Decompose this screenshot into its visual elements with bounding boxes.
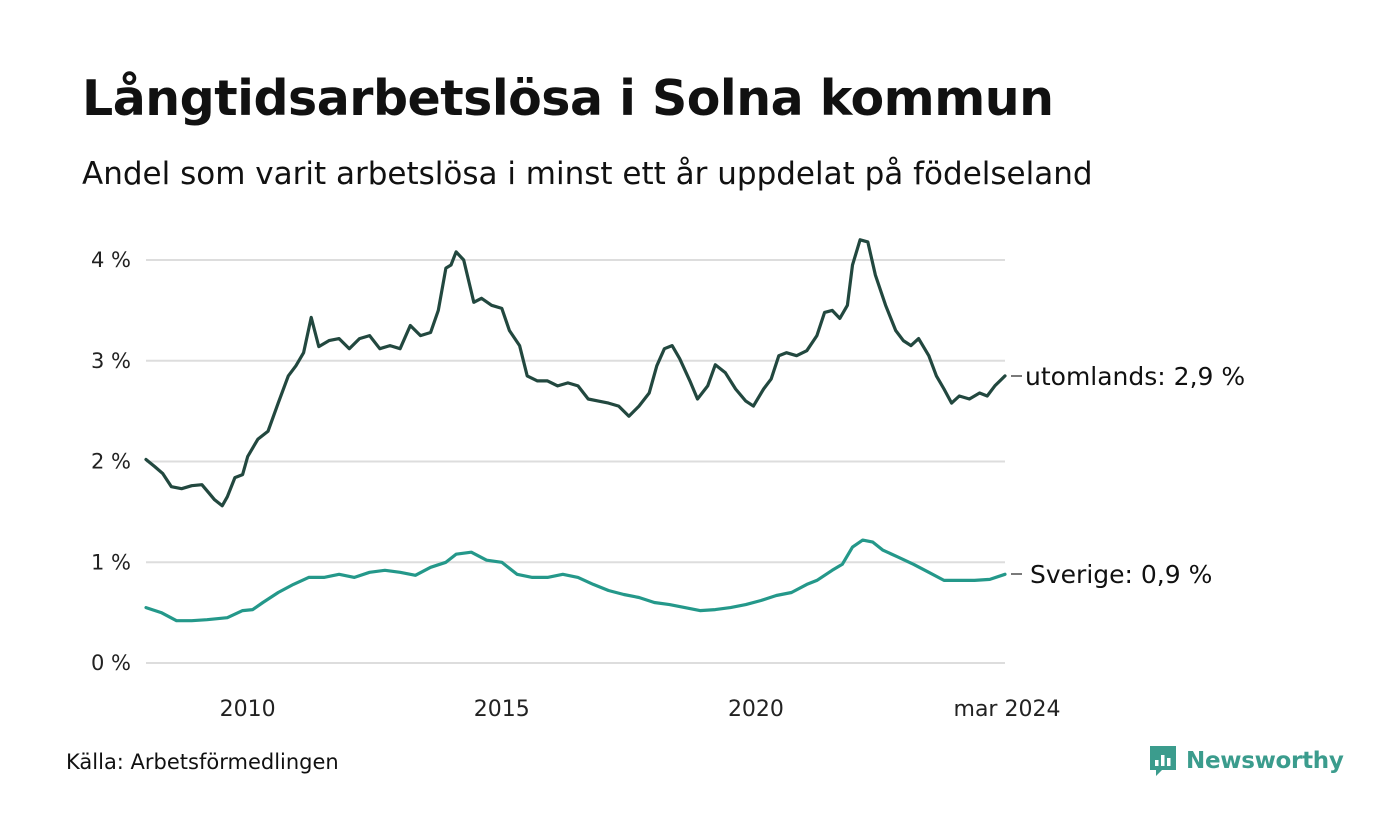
grid-lines <box>146 259 1005 664</box>
newsworthy-logo[interactable]: Newsworthy <box>1148 744 1344 778</box>
y-tick-label-0: 0 % <box>91 651 131 675</box>
x-tick-label-2020: 2020 <box>728 697 784 722</box>
y-tick-label-4: 4 % <box>91 248 131 272</box>
series-line-sverige <box>144 538 1007 623</box>
chart-subtitle: Andel som varit arbetslösa i minst ett å… <box>82 156 1093 192</box>
end-labels: utomlands: 2,9 % Sverige: 0,9 % <box>1011 362 1245 589</box>
series-line-utomlands <box>144 238 1007 508</box>
y-tick-label-3: 3 % <box>91 349 131 373</box>
x-tick-label-mar-2024: mar 2024 <box>954 697 1061 722</box>
y-axis-ticks: 0 % 1 % 2 % 3 % 4 % <box>91 248 131 675</box>
newsworthy-logo-icon <box>1150 746 1176 776</box>
x-axis-ticks: 2010 2015 2020 mar 2024 <box>220 697 1061 722</box>
end-label-utomlands: utomlands: 2,9 % <box>1025 362 1245 391</box>
y-tick-label-2: 2 % <box>91 450 131 474</box>
series-lines <box>144 238 1007 623</box>
chart-title: Långtidsarbetslösa i Solna kommun <box>82 70 1054 127</box>
x-tick-label-2010: 2010 <box>220 697 276 722</box>
source-note: Källa: Arbetsförmedlingen <box>66 750 339 774</box>
end-label-sverige: Sverige: 0,9 % <box>1030 560 1212 589</box>
newsworthy-logo-text: Newsworthy <box>1186 748 1344 774</box>
y-tick-label-1: 1 % <box>91 550 131 574</box>
x-tick-label-2015: 2015 <box>474 697 530 722</box>
